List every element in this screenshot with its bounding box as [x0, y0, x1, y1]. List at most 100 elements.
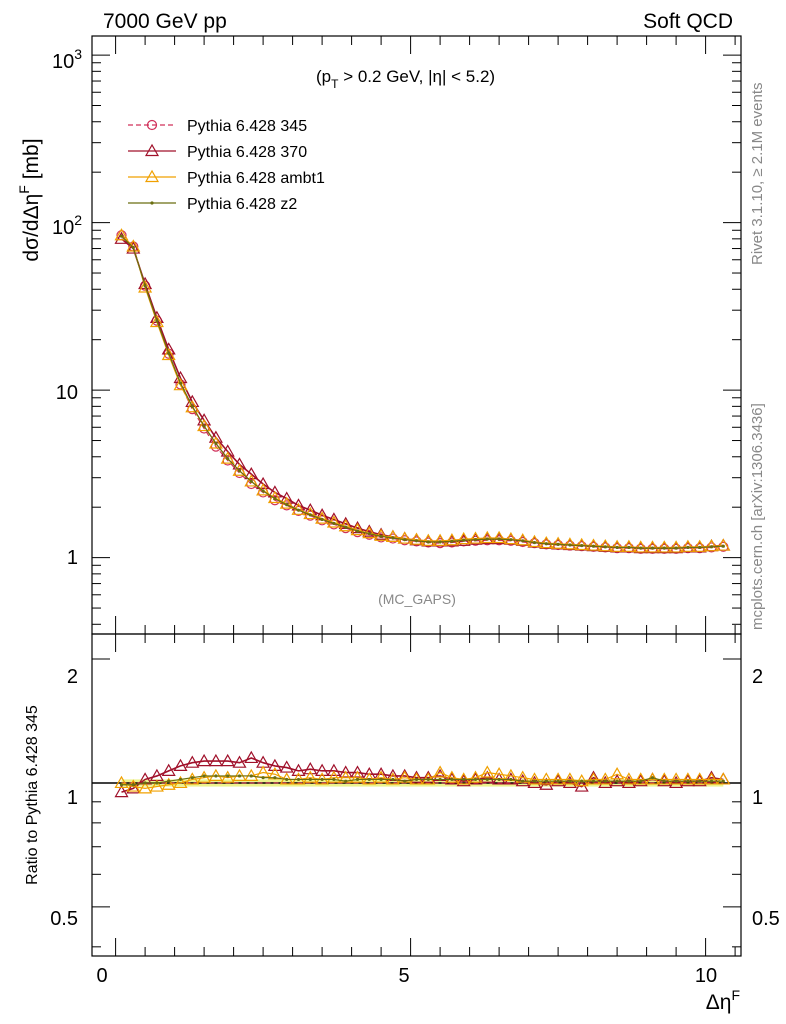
ratio-point	[303, 761, 318, 775]
rivet-version-label: Rivet 3.1.10, ≥ 2.1M events	[749, 83, 766, 266]
main-point	[657, 540, 672, 553]
ratio-point	[692, 773, 707, 787]
ratio-point	[326, 763, 341, 776]
ratio-point	[338, 765, 353, 778]
main-point	[131, 245, 135, 250]
main-point	[119, 234, 124, 238]
main-point	[527, 534, 542, 548]
main-point	[385, 529, 400, 542]
main-point	[521, 539, 525, 543]
main-point	[332, 521, 336, 526]
main-point	[362, 525, 377, 539]
main-point	[237, 469, 242, 473]
main-point	[155, 318, 159, 323]
ratio-point	[551, 773, 566, 787]
main-plot: 103 102 10 1 dσ/dΔηF [mb] (pT > 0.2 GeV,…	[16, 35, 742, 635]
ratio-point	[332, 777, 336, 782]
header-right-label: Soft QCD	[643, 10, 733, 33]
main-point	[138, 280, 153, 293]
ratio-point	[126, 779, 141, 792]
legend-entry-3: Pythia 6.428 ambt1	[128, 169, 325, 187]
main-point	[256, 483, 271, 496]
main-point	[226, 457, 230, 461]
ratio-point	[350, 770, 365, 783]
ratio-point	[291, 772, 306, 785]
ratio-point	[591, 779, 596, 783]
ratio-ylabel: Ratio to Pythia 6.428 345	[24, 705, 41, 885]
main-point	[551, 536, 566, 549]
ratio-point	[131, 783, 135, 787]
main-point	[414, 539, 419, 543]
main-point	[485, 537, 489, 541]
main-point	[580, 543, 584, 548]
ratio-point	[161, 763, 176, 776]
main-point	[468, 531, 483, 544]
ratio-point	[362, 772, 377, 785]
main-point	[173, 377, 188, 391]
ratio-point	[261, 776, 265, 780]
ratio-point	[114, 775, 129, 789]
main-point	[220, 451, 235, 464]
main-point	[544, 542, 548, 546]
ratio-point	[438, 777, 442, 782]
main-line	[121, 235, 724, 549]
ratio-point	[716, 772, 731, 785]
ratio-point	[197, 753, 212, 767]
main-series-4	[119, 234, 725, 550]
main-point	[692, 539, 707, 552]
ratio-point	[603, 779, 607, 783]
main-point	[497, 537, 501, 541]
ratio-ytick-label-0.5: 0.5	[50, 908, 78, 930]
main-point	[220, 444, 235, 457]
ratio-point	[178, 777, 183, 782]
ratio-plot-ticks	[92, 634, 741, 956]
main-point	[639, 546, 643, 550]
main-ytick-label-1: 1	[67, 547, 78, 569]
ratio-point	[273, 776, 277, 780]
main-point	[208, 436, 223, 449]
main-point	[232, 457, 247, 470]
ratio-point	[409, 772, 424, 785]
ratio-plot-series	[114, 750, 731, 798]
main-point	[397, 531, 412, 544]
main-line	[121, 234, 724, 549]
ratio-point	[285, 777, 289, 782]
main-point	[320, 517, 324, 522]
main-ylabel: dσ/dΔηF [mb]	[16, 138, 43, 261]
main-point	[574, 537, 589, 551]
main-point	[669, 540, 684, 553]
ratio-point	[303, 770, 318, 783]
main-point	[232, 463, 247, 476]
main-point	[674, 546, 678, 550]
xtick-label-5: 5	[398, 965, 409, 987]
main-point	[409, 532, 424, 545]
ratio-point	[650, 776, 655, 780]
main-point	[214, 441, 218, 446]
ratio-point	[421, 772, 436, 785]
ratio-point	[598, 775, 613, 789]
ratio-point	[232, 768, 247, 782]
legend-marker	[150, 201, 154, 205]
ratio-series-2	[114, 750, 731, 798]
ratio-point	[267, 758, 282, 772]
ratio-point	[155, 781, 159, 785]
ratio-point	[220, 770, 235, 783]
main-point	[185, 400, 200, 413]
main-point	[273, 497, 277, 501]
main-point	[462, 538, 466, 542]
legend-marker	[144, 169, 160, 183]
main-point	[167, 351, 171, 355]
ratio-point	[485, 777, 489, 782]
ratio-point	[568, 779, 572, 783]
main-point	[338, 519, 353, 532]
main-point	[379, 534, 383, 538]
main-point	[350, 522, 365, 536]
main-point	[603, 545, 607, 549]
ratio-point	[232, 755, 247, 768]
ratio-point	[669, 772, 684, 785]
main-plot-series	[114, 228, 731, 554]
main-point	[244, 474, 259, 487]
main-point	[433, 533, 448, 546]
ratio-point	[244, 750, 259, 764]
